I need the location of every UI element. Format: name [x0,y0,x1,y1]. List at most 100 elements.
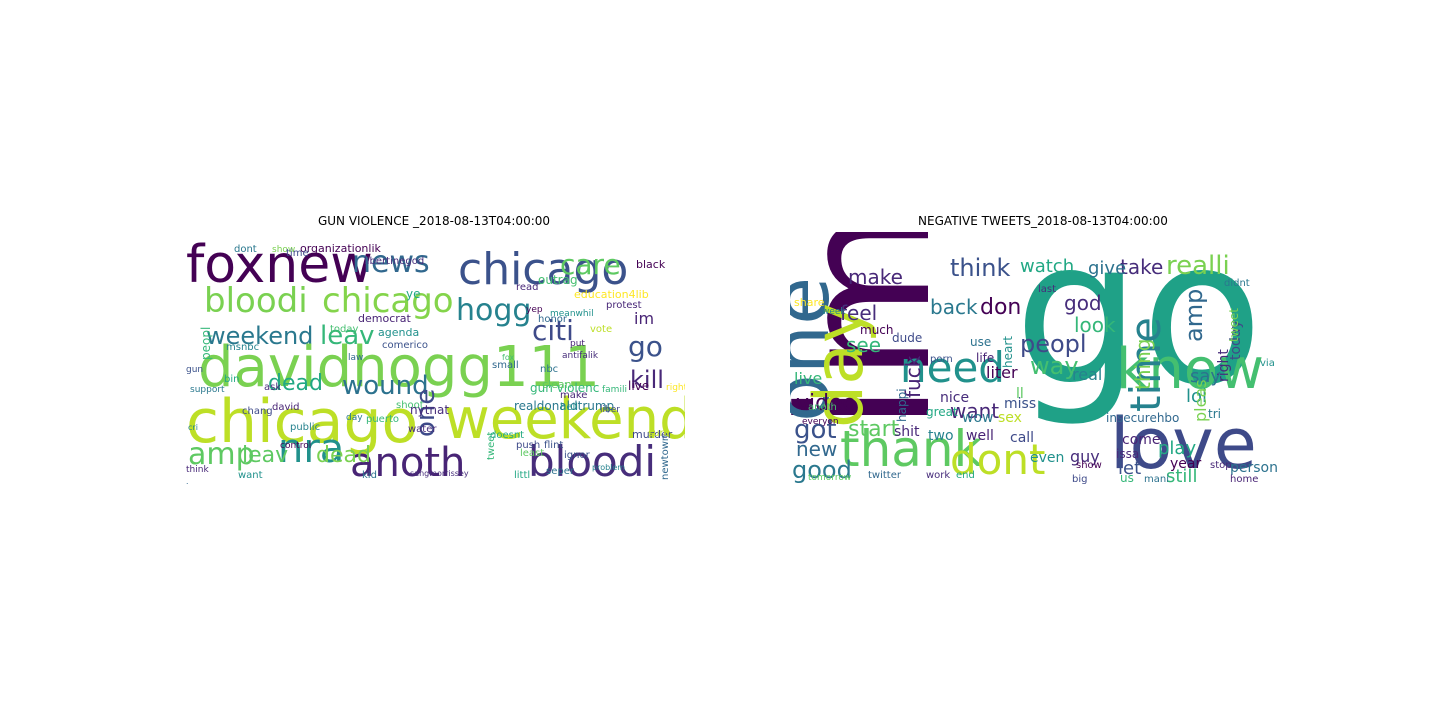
cloud-word-control: control [280,441,311,451]
cloud-word-use: use [970,335,991,349]
cloud-word-feel: feel [840,301,877,325]
cloud-word-wound: wound [342,371,429,401]
cloud-word-doesnt: doesnt [490,430,524,441]
cloud-word-small: small [492,360,519,371]
cloud-word-black: black [636,258,666,271]
cloud-word-love: love [1110,403,1257,484]
cloud-word-peopl: peopl [199,327,213,360]
cloud-word-tri: tri [1208,407,1221,421]
cloud-word-bloodi: bloodi [528,437,656,484]
cloud-word-shoot: shoot [396,400,424,411]
cloud-word-even: even [1030,450,1064,466]
cloud-word-hogg: hogg [456,293,531,328]
cloud-word-way: way [1030,352,1079,380]
cloud-word-nra: nra [278,426,344,472]
cloud-word-amp: amp [188,437,255,472]
cloud-word-live: live [628,379,649,393]
cloud-word-least: least [520,448,544,459]
cloud-word-davidhogg111: davidhogg111 [198,335,600,400]
cloud-word-mani: mani [1144,474,1169,484]
cloud-word-say: say [1190,366,1221,387]
cloud-word-kid: kid [362,470,377,481]
cloud-word-tomorrow: tomorrow [808,473,851,483]
cloud-word-fuck: fuck [901,355,925,398]
cloud-word-libertinegod: libertinegod [364,256,424,267]
cloud-word-support: support [190,385,225,395]
cloud-word-chang: chang [242,406,273,417]
cloud-word-ban: ban [186,483,203,484]
cloud-word-tweet: tweet [1227,308,1241,342]
cloud-word-lol: lol [1186,386,1207,407]
cloud-word-organizationlik: organizationlik [300,242,382,255]
cloud-word-know: know [1116,337,1264,402]
cloud-word-don: don [980,295,1021,320]
cloud-word-work: work [926,470,950,481]
cloud-word-law: law [348,353,363,363]
cloud-word-life: life [976,351,994,365]
cloud-word-water: water [408,424,437,435]
cloud-word-liter: liter [986,363,1018,382]
cloud-word-today: today [330,324,359,335]
cloud-word-famili: famili [602,385,627,395]
cloud-word-share: share [794,296,825,309]
cloud-word-seper: seper [546,466,575,477]
cloud-word-dont: dont [950,435,1045,484]
cloud-word-guy: guy [1070,447,1100,466]
cloud-word-look: look [1074,313,1116,337]
cloud-word-news: news [352,245,430,280]
cloud-word-thing: thing [1131,339,1155,390]
cloud-word-real: real [1072,365,1102,384]
cloud-word-push: push [516,440,540,451]
cloud-word-leav: leav [242,443,288,468]
panel-title-gun-violence: GUN VIOLENCE _2018-08-13T04:00:00 [317,214,551,228]
cloud-word-back: back [930,295,978,319]
cloud-word-liber: liber [600,405,620,415]
cloud-word-go: go [628,330,663,363]
cloud-word-foxnew: foxnew [186,235,373,295]
cloud-word-twitter: twitter [868,470,902,481]
cloud-word-week: week [822,307,846,317]
cloud-word-nice: nice [940,390,969,406]
cloud-word-start: start [848,417,900,442]
cloud-word-puerto: puerto [366,414,399,425]
cloud-word-chicago: chicago [186,387,418,457]
cloud-word-miss: miss [1004,396,1036,412]
cloud-word-right: right [666,383,685,393]
cloud-word-didnt: didnt [1224,278,1250,289]
cloud-word-live: live [794,369,822,388]
cloud-word-nbc: nbc [540,364,558,375]
cloud-word-antifalik: antifalik [562,351,599,361]
cloud-word-want: want [950,399,999,423]
cloud-word-think: think [186,465,209,475]
cloud-word-weekend: weekend [444,387,685,452]
cloud-word-today: today [1228,320,1244,360]
cloud-word-sex: sex [998,410,1022,426]
cloud-word-kill: kill [630,366,664,394]
cloud-word-ll: ll [1016,386,1024,402]
cloud-word-ye: ye [406,287,420,301]
cloud-word-im: im [790,232,971,432]
panel-title-negative-tweets: NEGATIVE TWEETS_2018-08-13T04:00:00 [918,214,1168,228]
cloud-word-put: put [570,339,585,349]
cloud-word-read: read [516,282,539,293]
cloud-word-watch: watch [1020,256,1074,277]
cloud-word-via: via [1260,358,1275,369]
cloud-word-democrat: democrat [358,312,412,325]
cloud-word-day: day [346,413,363,423]
cloud-word-let: let [1118,458,1141,479]
cloud-word-flint: flint [544,440,563,451]
cloud-word-pleas: pleas [1191,379,1210,422]
cloud-word-two: two [928,428,954,444]
cloud-word-leav: leav [320,321,375,351]
cloud-word-us: us [1120,471,1134,484]
cloud-word-littl: littl [514,470,530,481]
cloud-word-see: see [846,333,881,357]
cloud-word-big: big [1072,474,1087,484]
cloud-word-much: much [860,323,894,337]
cloud-word-dont: dont [234,244,257,255]
cloud-word-agenda: agenda [378,326,419,339]
cloud-word-make: make [848,265,903,289]
cloud-word-go: go [1014,232,1263,430]
